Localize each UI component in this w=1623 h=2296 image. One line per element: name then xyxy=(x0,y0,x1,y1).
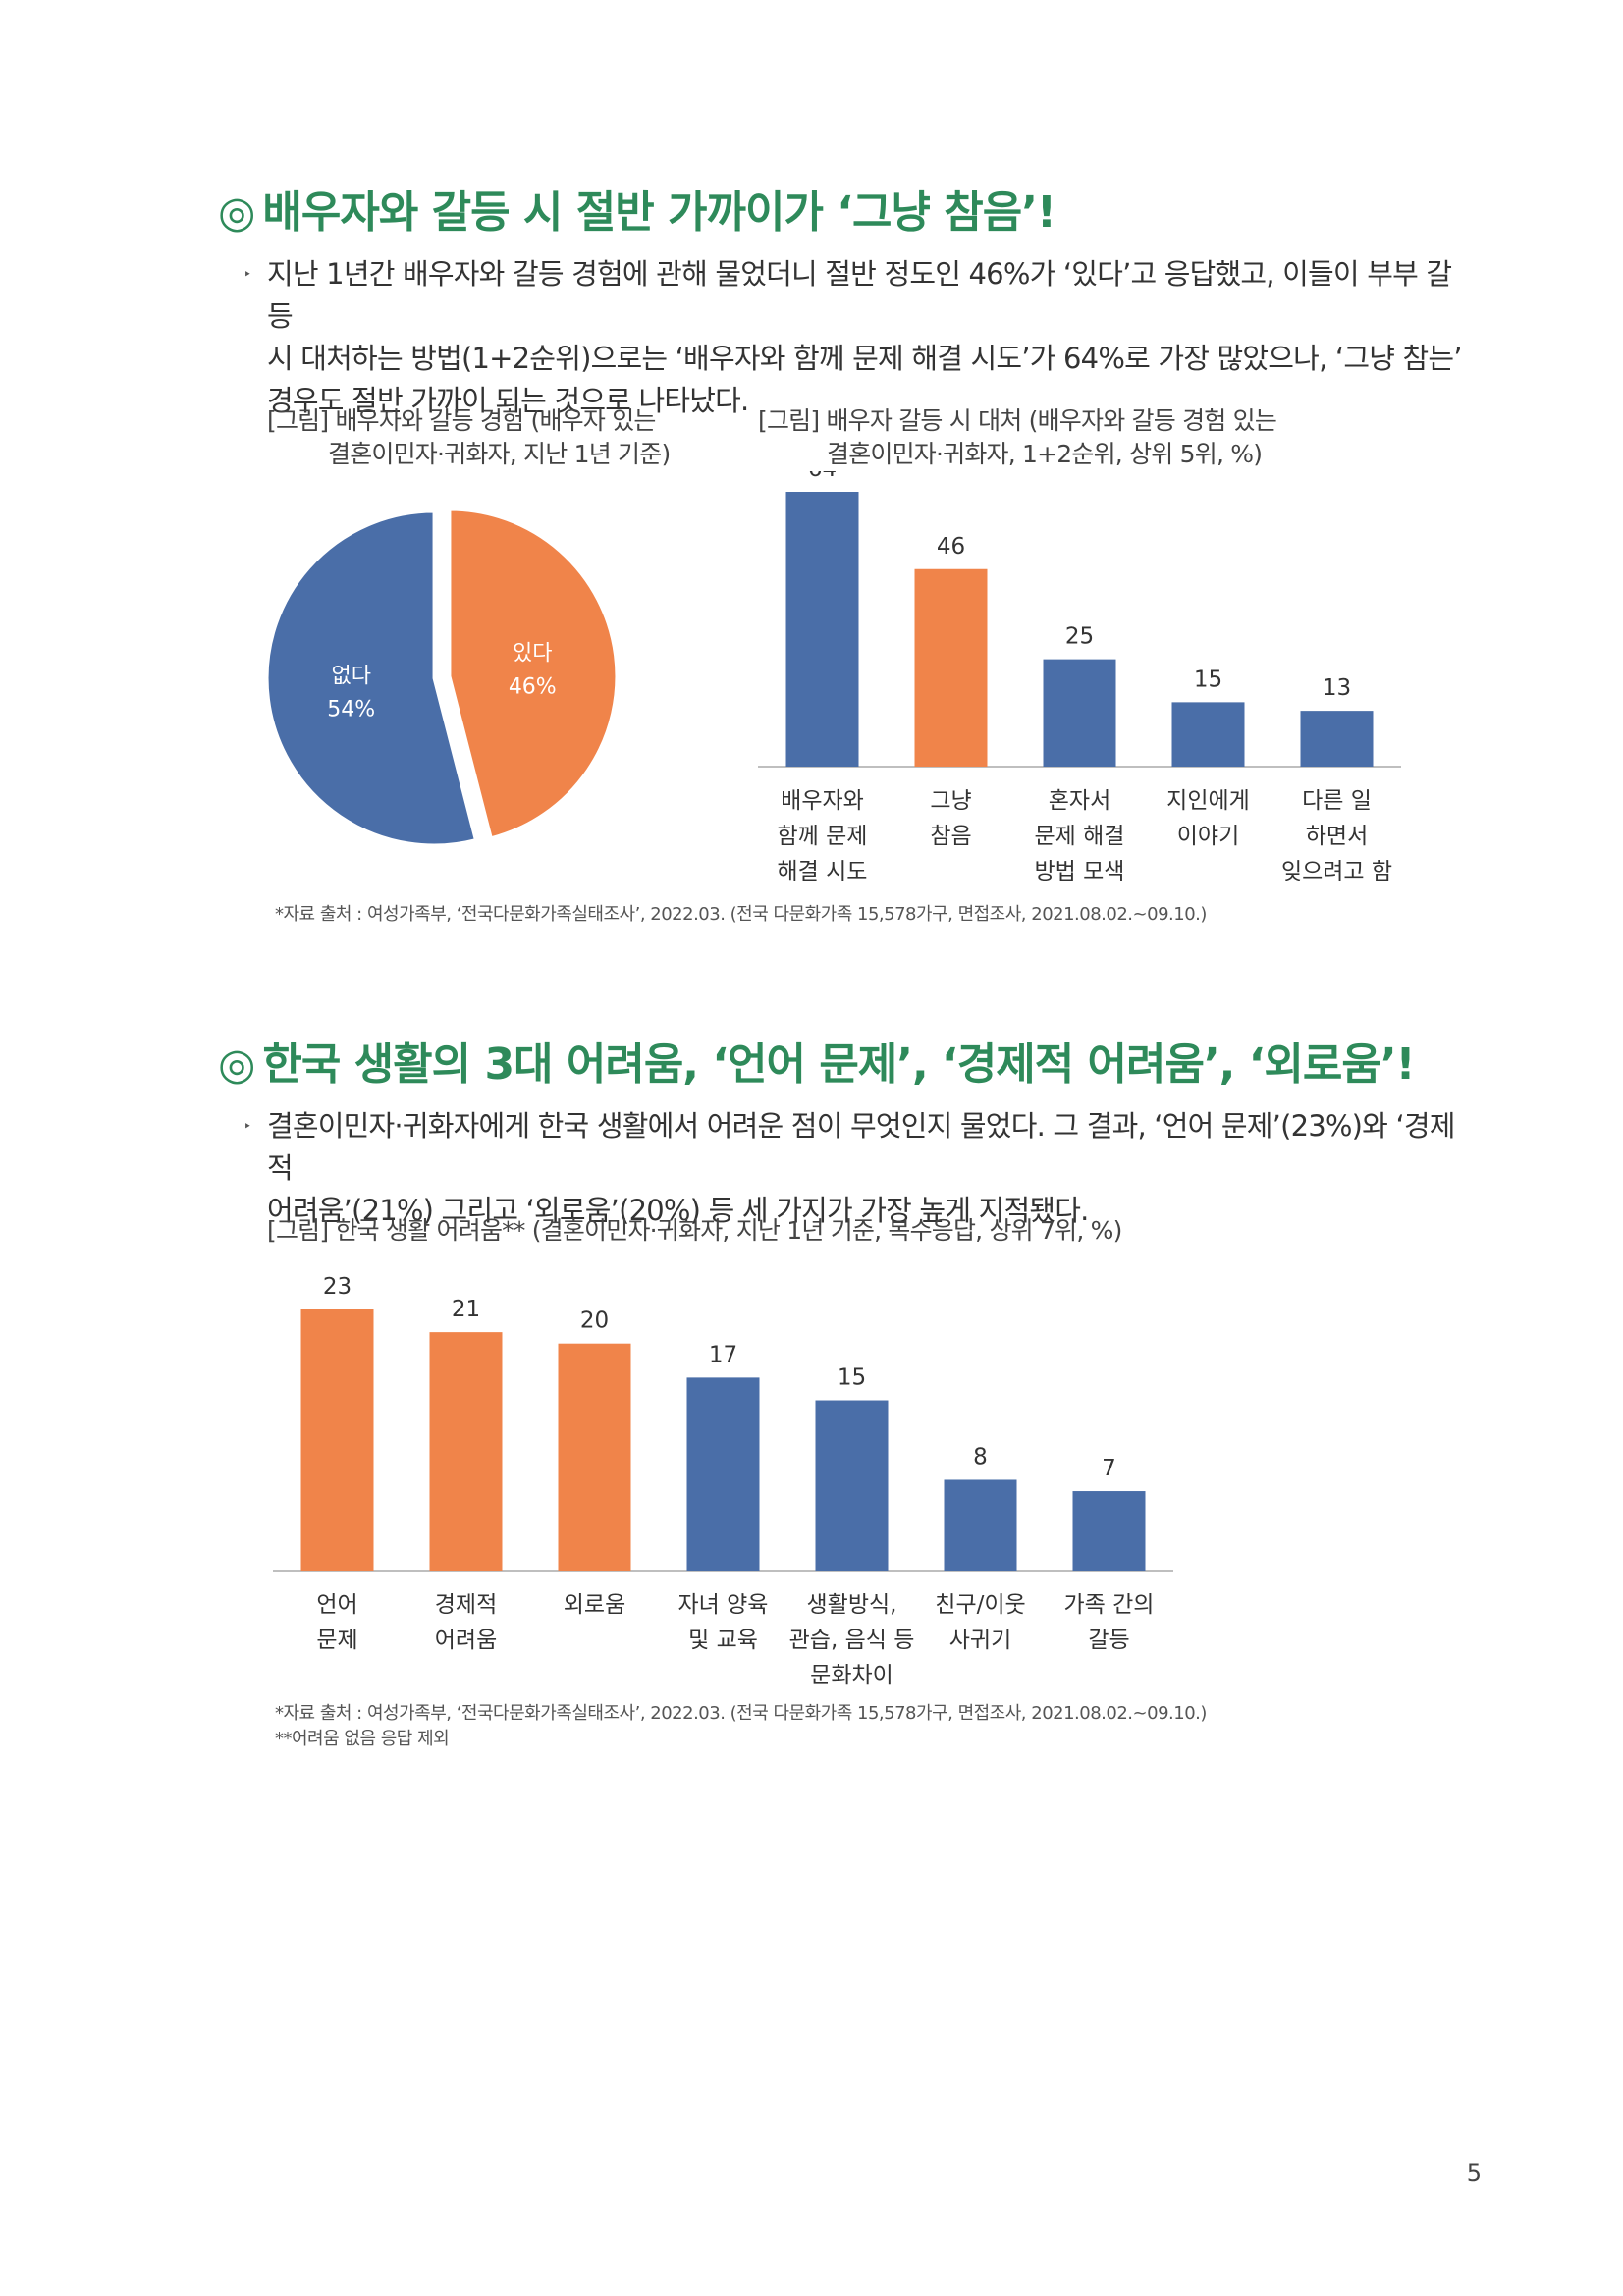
section2-heading-text: 한국 생활의 3대 어려움, ‘언어 문제’, ‘경제적 어려움’, ‘외로움’… xyxy=(262,1040,1415,1090)
category-label: 혼자서 xyxy=(1049,788,1110,814)
bar-value-label: 64 xyxy=(808,471,837,482)
category-label: 함께 문제 xyxy=(778,824,868,849)
category-label: 지인에게 xyxy=(1166,788,1250,814)
category-label: 참음 xyxy=(930,824,971,849)
pie-slice-value: 46% xyxy=(509,674,557,699)
bar xyxy=(785,492,859,767)
bar-value-label: 23 xyxy=(323,1274,352,1300)
pie-slice-label: 없다 xyxy=(331,665,370,689)
section1-paragraph-line: 시 대처하는 방법(1+2순위)으로는 ‘배우자와 함께 문제 해결 시도’가 … xyxy=(267,342,1462,375)
section1-bullet: ‣ xyxy=(243,267,252,283)
category-label: 문제 xyxy=(316,1628,357,1653)
section1-source: *자료 출처 : 여성가족부, ‘전국다문화가족실태조사’, 2022.03. … xyxy=(275,904,1207,925)
category-label: 해결 시도 xyxy=(778,859,868,884)
section2-heading: ◎ 한국 생활의 3대 어려움, ‘언어 문제’, ‘경제적 어려움’, ‘외로움… xyxy=(218,1029,1416,1092)
category-label: 언어 xyxy=(316,1592,357,1618)
bar1-caption-line: 결혼이민자·귀화자, 1+2순위, 상위 5위, %) xyxy=(827,440,1263,468)
category-label: 관습, 음식 등 xyxy=(789,1628,915,1653)
bar-value-label: 21 xyxy=(452,1297,480,1322)
category-label: 문제 해결 xyxy=(1035,824,1125,849)
bar xyxy=(686,1377,760,1571)
bar-value-label: 20 xyxy=(580,1308,609,1334)
pie-chart: 있다 46% 없다 54% xyxy=(265,507,619,847)
bar-value-label: 7 xyxy=(1102,1456,1116,1481)
bar xyxy=(1043,659,1116,767)
category-label: 이야기 xyxy=(1177,824,1239,849)
bar xyxy=(300,1309,374,1571)
bar xyxy=(1300,711,1374,767)
category-label: 가족 간의 xyxy=(1064,1592,1155,1618)
bar-value-label: 13 xyxy=(1323,675,1351,701)
bar xyxy=(1072,1491,1146,1571)
section1-heading-mark: ◎ xyxy=(218,187,255,238)
category-label: 생활방식, xyxy=(807,1592,897,1618)
section1-heading-text: 배우자와 갈등 시 절반 가까이가 ‘그냥 참음’! xyxy=(262,187,1056,238)
section1-paragraph-line: 경우도 절반 가까이 되는 것으로 나타났다. xyxy=(267,384,749,417)
bar-value-label: 17 xyxy=(709,1342,737,1367)
category-label: 사귀기 xyxy=(949,1628,1011,1653)
bar-value-label: 8 xyxy=(973,1444,988,1469)
category-label: 그냥 xyxy=(930,788,971,814)
section2-paragraph-line: 어려움’(21%) 그리고 ‘외로움’(20%) 등 세 가지가 가장 높게 지… xyxy=(267,1194,1089,1227)
category-label: 배우자와 xyxy=(781,788,864,814)
category-label: 문화차이 xyxy=(810,1663,893,1688)
category-label: 방법 모색 xyxy=(1035,859,1125,884)
section2-bullet: ‣ xyxy=(243,1119,252,1135)
pie-slice-1 xyxy=(265,509,478,847)
pie-slice-label: 있다 xyxy=(513,641,552,666)
bar-value-label: 46 xyxy=(937,534,965,560)
bar-value-label: 15 xyxy=(838,1365,866,1391)
category-label: 및 교육 xyxy=(688,1628,758,1653)
pie-caption-line: [그림] 배우자와 갈등 경험 (배우자 있는 xyxy=(267,406,656,435)
category-label: 외로움 xyxy=(564,1592,625,1618)
section2-paragraph: 결혼이민자·귀화자에게 한국 생활에서 어려운 점이 무엇인지 물었다. 그 결… xyxy=(267,1105,1475,1232)
section1-heading: ◎ 배우자와 갈등 시 절반 가까이가 ‘그냥 참음’! xyxy=(218,177,1056,240)
bar xyxy=(944,1479,1017,1571)
pie-slice-0 xyxy=(448,507,619,840)
bar xyxy=(1171,702,1245,767)
pie-slice-value: 54% xyxy=(327,698,375,722)
bar-value-label: 15 xyxy=(1194,667,1222,692)
pie-chart-caption: [그림] 배우자와 갈등 경험 (배우자 있는 결혼이민자·귀화자, 지난 1년… xyxy=(267,404,671,471)
bar-chart2-caption: [그림] 한국 생활 어려움** (결혼이민자·귀화자, 지난 1년 기준, 복… xyxy=(267,1216,1122,1245)
category-label: 잊으려고 함 xyxy=(1281,859,1392,884)
category-label: 자녀 양육 xyxy=(678,1592,769,1618)
category-label: 친구/이웃 xyxy=(935,1592,1025,1618)
page-number: 5 xyxy=(1466,2160,1482,2187)
category-label: 어려움 xyxy=(435,1628,497,1653)
section2-note: **어려움 없음 응답 제외 xyxy=(275,1729,450,1749)
bar-value-label: 25 xyxy=(1065,624,1094,650)
section2-source: *자료 출처 : 여성가족부, ‘전국다문화가족실태조사’, 2022.03. … xyxy=(275,1703,1207,1724)
section2-paragraph-line: 결혼이민자·귀화자에게 한국 생활에서 어려운 점이 무엇인지 물었다. 그 결… xyxy=(267,1109,1455,1185)
bar-chart1-caption: [그림] 배우자 갈등 시 대처 (배우자와 갈등 경험 있는 결혼이민자·귀화… xyxy=(758,404,1277,471)
section1-paragraph: 지난 1년간 배우자와 갈등 경험에 관해 물었더니 절반 정도인 46%가 ‘… xyxy=(267,253,1475,422)
section2-heading-mark: ◎ xyxy=(218,1040,255,1090)
bar1-caption-line: [그림] 배우자 갈등 시 대처 (배우자와 갈등 경험 있는 xyxy=(758,406,1277,435)
pie-caption-line: 결혼이민자·귀화자, 지난 1년 기준) xyxy=(328,440,671,468)
category-label: 경제적 xyxy=(435,1592,497,1618)
bar xyxy=(914,568,988,767)
bar xyxy=(558,1343,631,1571)
category-label: 갈등 xyxy=(1088,1628,1129,1653)
bar xyxy=(429,1332,503,1571)
section1-paragraph-line: 지난 1년간 배우자와 갈등 경험에 관해 물었더니 절반 정도인 46%가 ‘… xyxy=(267,257,1452,333)
category-label: 하면서 xyxy=(1306,824,1368,849)
bar xyxy=(815,1400,889,1571)
category-label: 다른 일 xyxy=(1302,788,1372,814)
